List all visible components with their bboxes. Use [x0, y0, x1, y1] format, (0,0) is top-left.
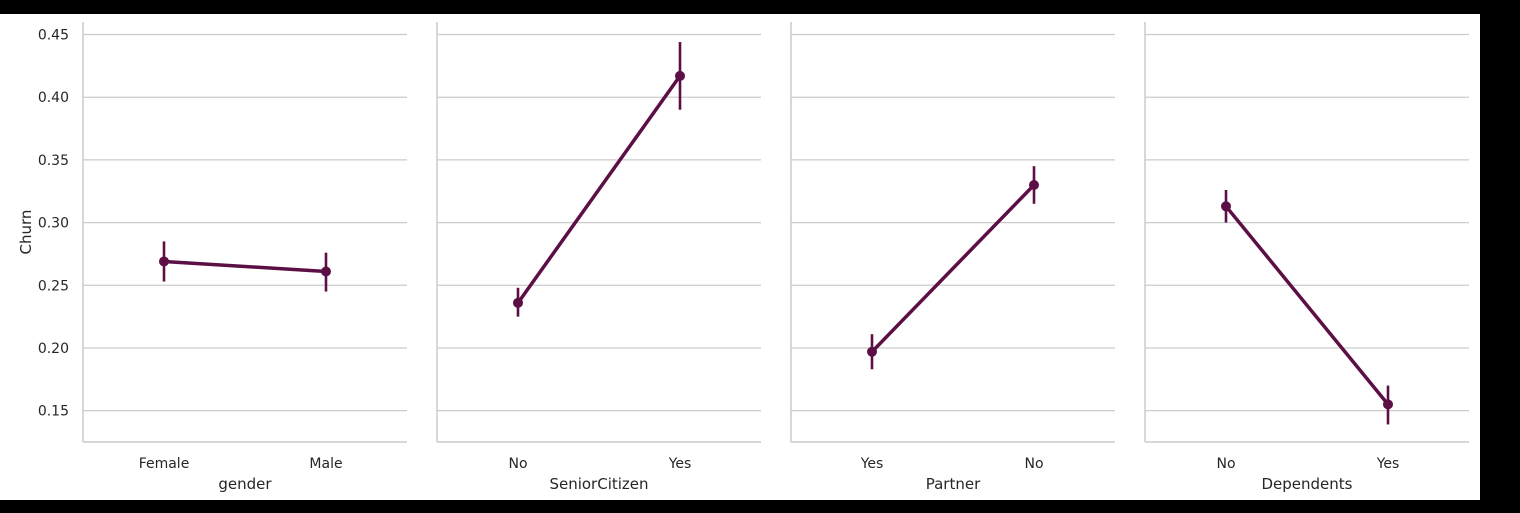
y-tick-label: 0.25 — [38, 278, 69, 294]
x-tick-label: No — [1216, 456, 1235, 472]
chart-canvas: 0.15 0.20 0.25 0.30 0.35 0.40 0.45 Churn Female M… — [0, 14, 1480, 500]
x-tick-label: Male — [309, 456, 342, 472]
data-point — [1383, 399, 1393, 410]
data-point — [1221, 201, 1231, 212]
data-point — [675, 70, 685, 81]
x-axis-label: Partner — [926, 475, 981, 493]
series-line — [870, 183, 1036, 353]
x-axis-label: Dependents — [1262, 475, 1353, 493]
data-point — [513, 297, 523, 308]
series-line — [516, 74, 682, 304]
data-point — [867, 346, 877, 357]
data-point — [159, 256, 169, 267]
y-tick-label: 0.40 — [38, 90, 69, 106]
y-tick-label: 0.35 — [38, 153, 69, 169]
churn-pointplot-grid: 0.15 0.20 0.25 0.30 0.35 0.40 0.45 Churn Female M… — [17, 22, 1469, 493]
x-axis-label: SeniorCitizen — [549, 475, 648, 493]
y-tick-label: 0.30 — [38, 216, 69, 232]
x-tick-label: Yes — [860, 456, 884, 472]
y-tick-label: 0.20 — [38, 341, 69, 357]
x-tick-label: Yes — [668, 456, 692, 472]
y-tick-label: 0.45 — [38, 28, 69, 44]
series-line — [1224, 205, 1390, 406]
x-tick-label: Yes — [1376, 456, 1400, 472]
x-tick-label: No — [1024, 456, 1043, 472]
data-point — [321, 266, 331, 277]
data-point — [1029, 179, 1039, 190]
x-tick-label: Female — [139, 456, 190, 472]
y-tick-label: 0.15 — [38, 404, 69, 420]
x-axis-label: gender — [218, 475, 272, 493]
series-line — [163, 259, 327, 274]
x-tick-label: No — [508, 456, 527, 472]
y-axis-label: Churn — [17, 210, 35, 255]
